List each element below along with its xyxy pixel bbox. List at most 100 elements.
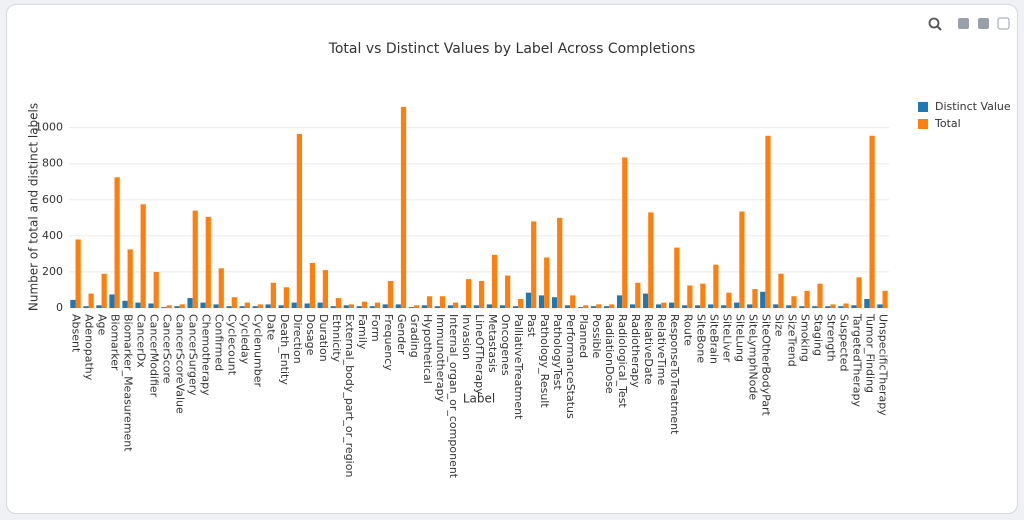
x-tick-label: SiteBrain [707,314,720,364]
bar [551,297,558,308]
x-axis-title: Label [463,392,495,406]
bar [322,270,329,308]
x-tick-label: Hypothetical [421,314,434,384]
x-tick-label: Biomarker_Measurement [122,314,135,452]
bar [70,299,76,308]
bar [629,304,636,308]
bar [374,302,381,308]
bar [252,306,258,308]
bar [760,291,766,308]
bar [452,302,459,308]
x-tick-label: SiteBone [694,314,707,363]
bar [439,296,446,308]
zoom-icon[interactable] [928,17,940,29]
bar [348,304,355,308]
bar [531,221,537,308]
zoom-in-icon[interactable] [958,18,969,29]
x-tick-label: SizeTrend [785,314,798,367]
bar [778,273,784,308]
bar [387,280,394,308]
bar [726,292,732,308]
bar [570,295,576,308]
x-tick-label: CancerDx [135,314,148,368]
bar [747,304,753,308]
bar [226,306,232,308]
bar [382,304,388,308]
bar [408,307,414,308]
bar [270,282,276,308]
x-tick-label: Date [265,314,278,341]
card: Total vs Distinct Values by Label Across… [6,4,1018,514]
bar [825,306,831,308]
bar [479,280,485,308]
x-tick-label: Planned [577,314,590,358]
bar [799,306,805,308]
bar [421,305,427,308]
x-tick-label: RadiationDose [603,314,616,394]
bar [669,302,675,308]
bar [330,306,336,308]
y-axis-title: Number of total and distinct labels [27,103,41,311]
bar [486,304,493,308]
x-tick-label: RelativeTime [655,314,668,386]
bar [465,279,472,308]
x-tick-label: PerformanceStatus [564,314,577,419]
bar [304,303,310,308]
bar [492,254,498,308]
bar [413,305,420,308]
bar [544,257,550,308]
x-tick-label: Form [369,314,382,342]
x-tick-label: PathologyTest [551,314,564,391]
bar [609,304,615,308]
bar [804,290,810,308]
bar [369,306,375,308]
y-tick-label: 600 [42,193,63,206]
x-tick-label: CancerModifier [148,314,161,398]
bar [426,296,433,308]
bar [505,275,511,308]
x-tick-label: LineOfTherapy [473,314,486,395]
x-tick-label: SiteLung [733,314,746,362]
x-tick-label: Gender [395,314,408,355]
bar [213,304,219,308]
y-tick-label: 400 [42,229,63,242]
bar [864,298,870,308]
x-tick-label: CancerScore [161,314,174,384]
bar [773,304,779,308]
bar [721,305,727,308]
bar [395,304,401,308]
x-tick-label: Possible [590,314,603,359]
bar [817,283,823,308]
reset-icon[interactable] [997,17,1010,30]
y-tick-label: 0 [56,301,63,314]
bar [140,204,146,308]
bar [856,277,862,308]
bar [557,217,563,308]
bar [682,305,688,308]
bar [161,307,167,308]
zoom-out-icon[interactable] [978,18,989,29]
x-tick-label: Frequency [382,314,395,371]
bar [192,210,198,308]
bar [135,302,141,308]
x-tick-label: Staging [811,314,824,356]
y-tick-label: 200 [42,265,63,278]
bar [648,212,654,308]
x-tick-label: Duration [317,314,330,362]
bar [851,305,857,308]
x-tick-label: Direction [291,314,304,364]
bar [752,289,758,308]
bar [179,304,185,308]
bar [231,297,237,308]
x-tick-label: ResponseToTreatment [668,314,681,435]
x-tick-label: Cycleday [239,314,252,365]
bar [239,306,245,308]
bar [434,306,440,308]
bar [708,304,714,308]
x-tick-label: External_body_part_or_region [343,314,356,477]
bar [88,293,94,308]
bar [460,305,466,308]
x-tick-label: RelativeDate [642,314,655,385]
bar [473,305,479,308]
bar [538,295,545,308]
